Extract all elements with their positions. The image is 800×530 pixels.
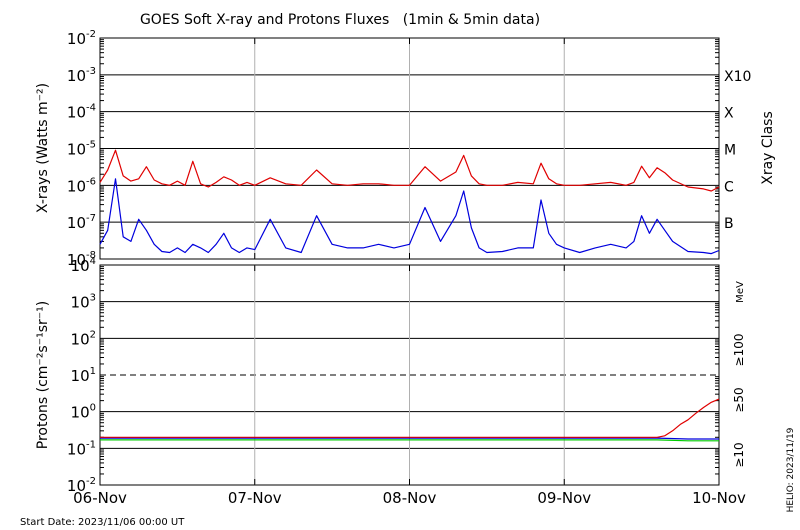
xray-class-labels: B C M X X10 [724,69,751,232]
x-tick-labels: 06-Nov 07-Nov 08-Nov 09-Nov 10-Nov [73,489,746,507]
proton-series-line [100,398,720,438]
x-tick-label: 08-Nov [383,489,437,507]
proton-y-tick-label: 102 [71,329,96,348]
xray-y-tick-label: 10-5 [67,140,96,159]
x-tick-label: 10-Nov [692,489,746,507]
proton-y-tick-labels: 10-2 10-1 100 101 102 103 104 [67,256,96,495]
xray-class-axis-title: Xray Class [760,111,776,185]
legend-ge50: ≥50 [732,387,746,412]
xray-series [99,149,720,255]
xray-series-line [99,149,720,192]
x-tick-label: 09-Nov [537,489,591,507]
xray-y-tick-label: 10-3 [67,66,96,85]
xray-class-label: M [724,143,736,159]
proton-y-tick-label: 100 [71,403,96,422]
proton-y-tick-label: 10-1 [67,439,96,458]
xray-y-tick-label: 10-7 [67,213,96,232]
proton-y-tick-label: 101 [71,366,96,385]
xray-day-gridlines [99,38,720,259]
xray-class-label: C [724,179,734,195]
start-date-label: Start Date: 2023/11/06 00:00 UT [20,517,185,528]
legend-ge100: ≥100 [732,334,746,367]
xray-class-label: X [724,106,734,122]
xray-y-tick-label: 10-8 [67,250,96,269]
xray-class-label: B [724,216,734,232]
credit-label: HELIO: 2023/11/19 [786,427,796,512]
xray-series-line [99,178,720,255]
proton-y-axis-label: Protons (cm⁻²s⁻¹sr⁻¹) [35,301,51,450]
proton-series-line [100,437,719,440]
proton-y-tick-label: 10-2 [67,476,96,495]
xray-y-tick-label: 10-4 [67,103,96,122]
legend-ge10: ≥10 [732,442,746,467]
proton-y-tick-label: 103 [71,293,96,312]
xray-y-tick-label: 10-2 [67,29,96,48]
x-tick-label: 07-Nov [228,489,282,507]
proton-y-tick-label: 104 [71,256,96,275]
proton-panel: 10-2 10-1 100 101 102 103 104 Protons (cm⁻²s⁻¹… [35,256,746,495]
energy-unit-label: MeV [735,281,746,303]
xray-class-label: X10 [724,69,751,85]
proton-series [100,398,720,442]
x-tick-label: 06-Nov [73,489,127,507]
xray-y-tick-label: 10-6 [67,176,96,195]
xray-y-tick-labels: 10-8 10-7 10-6 10-5 10-4 10-3 10-2 [67,29,96,269]
proton-day-gridlines [99,265,720,485]
xray-y-axis-label: X-rays (Watts m⁻²) [35,83,51,213]
proton-series-line [100,439,719,442]
chart-title: GOES Soft X-ray and Protons Fluxes (1min… [140,12,540,28]
xray-panel: 10-8 10-7 10-6 10-5 10-4 10-3 10-2 B C M X X10 X-r… [35,29,776,269]
